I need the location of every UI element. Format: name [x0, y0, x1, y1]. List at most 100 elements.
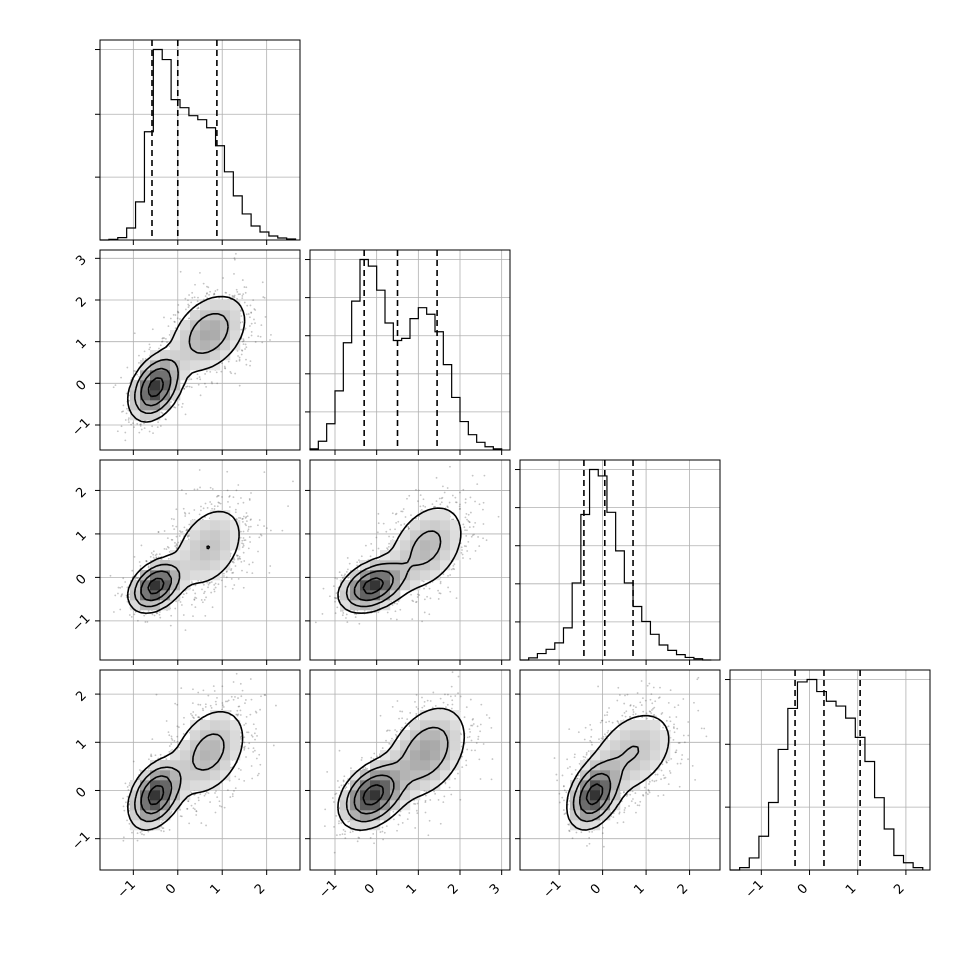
sample-point — [358, 622, 361, 625]
sample-point — [461, 553, 464, 556]
sample-point — [178, 746, 180, 749]
ytick-label-1-3: 2 — [73, 294, 89, 310]
sample-point — [236, 291, 239, 293]
sample-point — [451, 518, 453, 521]
contour-1-0-level-3 — [147, 377, 165, 398]
sample-point — [185, 592, 188, 595]
density-cell — [150, 370, 161, 381]
sample-point — [158, 347, 160, 350]
sample-point — [239, 714, 242, 716]
density-cell — [160, 600, 171, 611]
sample-point — [246, 304, 249, 307]
sample-point — [138, 561, 141, 563]
sample-point — [454, 496, 457, 499]
sample-point — [392, 536, 395, 538]
sample-point — [195, 597, 198, 600]
sample-point — [482, 523, 485, 525]
sample-point — [253, 749, 256, 752]
sample-point — [141, 830, 143, 832]
sample-point — [468, 520, 471, 523]
sample-point — [186, 807, 189, 810]
sample-point — [452, 518, 455, 521]
density-cell — [220, 350, 231, 361]
sample-point — [159, 344, 162, 347]
density-cell — [200, 540, 211, 551]
sample-point — [245, 358, 247, 361]
density-cell — [430, 520, 441, 531]
sample-point — [200, 599, 203, 601]
density-cell — [140, 360, 151, 371]
sample-point — [124, 439, 127, 442]
sample-point — [237, 697, 239, 699]
sample-point — [214, 700, 217, 703]
density-cell — [210, 520, 221, 531]
sample-point — [465, 535, 468, 537]
density-cell — [180, 550, 191, 561]
sample-point — [226, 489, 229, 492]
density-cell — [160, 350, 171, 361]
sample-point — [191, 702, 194, 705]
sample-point — [204, 614, 207, 617]
density-cell — [230, 300, 241, 311]
sample-point — [197, 703, 200, 706]
sample-point — [238, 384, 241, 387]
sample-point — [213, 584, 216, 586]
sample-point — [263, 296, 266, 299]
sample-point — [234, 252, 237, 255]
sample-point — [143, 350, 146, 353]
density-cell — [430, 570, 441, 581]
sample-point — [242, 293, 245, 296]
density-cell — [340, 590, 351, 601]
sample-point — [150, 552, 153, 554]
density-cell — [180, 360, 191, 371]
density-cell — [140, 370, 151, 381]
sample-point — [211, 606, 214, 609]
sample-point — [248, 498, 251, 500]
sample-point — [155, 553, 158, 556]
sample-point — [244, 745, 246, 748]
sample-point — [360, 555, 363, 558]
panel-frame-2-0 — [99, 459, 301, 661]
sample-point — [334, 597, 337, 599]
sample-point — [485, 539, 488, 542]
sample-point — [188, 294, 190, 296]
sample-point — [235, 554, 238, 556]
contour-2-1-level-0 — [337, 507, 462, 614]
sample-point — [257, 772, 260, 775]
sample-point — [390, 617, 392, 620]
sample-point — [394, 528, 396, 531]
density-cell — [150, 380, 161, 391]
sample-point — [205, 292, 208, 295]
sample-point — [122, 797, 124, 800]
sample-point — [449, 590, 452, 593]
sample-point — [422, 498, 425, 501]
sample-point — [193, 598, 196, 601]
density-cell — [140, 580, 151, 591]
sample-point — [448, 501, 451, 504]
density-cell — [220, 520, 231, 531]
density-cell — [190, 530, 201, 541]
sample-point — [207, 583, 210, 586]
sample-point — [249, 525, 252, 528]
sample-point — [407, 527, 410, 530]
density-cell — [170, 590, 181, 601]
sample-point — [259, 763, 262, 766]
sample-point — [117, 592, 119, 595]
sample-point — [257, 550, 259, 553]
density-cell — [380, 560, 391, 571]
sample-point — [152, 432, 154, 435]
density-cell — [160, 570, 171, 581]
sample-point — [240, 328, 243, 331]
sample-point — [387, 545, 390, 548]
sample-point — [236, 297, 239, 300]
sample-point — [177, 311, 180, 314]
density-cell — [390, 550, 401, 561]
density-cell — [150, 560, 161, 571]
sample-point — [205, 596, 207, 599]
sample-point — [181, 402, 184, 405]
sample-point — [406, 497, 408, 500]
sample-point — [186, 528, 188, 531]
density-cell — [220, 530, 231, 541]
sample-point — [469, 557, 472, 560]
sample-point — [175, 543, 178, 546]
